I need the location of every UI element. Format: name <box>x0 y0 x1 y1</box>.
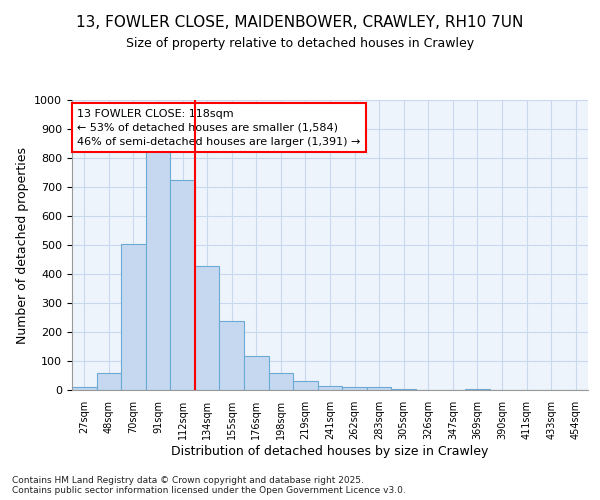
Bar <box>465 388 490 390</box>
Bar <box>97 374 121 390</box>
Bar <box>367 386 391 390</box>
X-axis label: Distribution of detached houses by size in Crawley: Distribution of detached houses by size … <box>172 444 488 458</box>
Text: 13, FOWLER CLOSE, MAIDENBOWER, CRAWLEY, RH10 7UN: 13, FOWLER CLOSE, MAIDENBOWER, CRAWLEY, … <box>76 15 524 30</box>
Bar <box>170 180 195 390</box>
Bar <box>121 244 146 390</box>
Text: Contains HM Land Registry data © Crown copyright and database right 2025.
Contai: Contains HM Land Registry data © Crown c… <box>12 476 406 495</box>
Bar <box>342 387 367 390</box>
Bar <box>146 150 170 390</box>
Bar <box>220 321 244 390</box>
Text: 13 FOWLER CLOSE: 118sqm
← 53% of detached houses are smaller (1,584)
46% of semi: 13 FOWLER CLOSE: 118sqm ← 53% of detache… <box>77 108 361 146</box>
Bar <box>72 387 97 390</box>
Text: Size of property relative to detached houses in Crawley: Size of property relative to detached ho… <box>126 38 474 51</box>
Bar <box>269 374 293 390</box>
Bar <box>195 266 220 390</box>
Bar <box>293 382 318 390</box>
Y-axis label: Number of detached properties: Number of detached properties <box>16 146 29 344</box>
Bar <box>391 388 416 390</box>
Bar <box>318 386 342 390</box>
Bar <box>244 356 269 390</box>
